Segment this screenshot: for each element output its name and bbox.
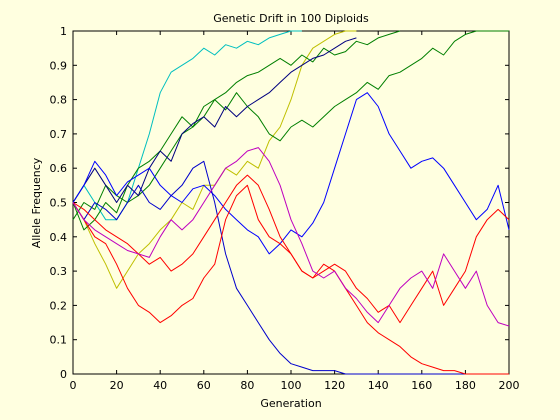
x-tick-label: 100 xyxy=(281,379,302,392)
x-axis-ticks: 0 20 40 60 80 100 120 140 160 180 200 xyxy=(70,31,520,392)
x-tick-label: 20 xyxy=(110,379,124,392)
x-tick-label: 160 xyxy=(411,379,432,392)
y-tick-label: 0 xyxy=(60,368,67,381)
x-tick-label: 60 xyxy=(197,379,211,392)
series-line-5 xyxy=(72,37,357,203)
x-tick-label: 180 xyxy=(455,379,476,392)
series-line-9 xyxy=(72,174,510,324)
chart-title: Genetic Drift in 100 Diploids xyxy=(213,12,369,25)
y-tick-label: 1 xyxy=(60,25,67,38)
y-tick-label: 0.5 xyxy=(50,197,68,210)
series-line-1 xyxy=(72,30,302,221)
y-tick-label: 0.4 xyxy=(50,231,68,244)
y-tick-label: 0.8 xyxy=(50,94,68,107)
y-axis-label: Allele Frequency xyxy=(30,157,43,248)
y-tick-label: 0.7 xyxy=(50,128,68,141)
series-line-6 xyxy=(72,92,510,255)
y-tick-label: 0.3 xyxy=(50,265,68,278)
y-tick-label: 0.6 xyxy=(50,162,68,175)
series-line-10 xyxy=(72,147,510,327)
plot-area xyxy=(72,30,510,375)
x-tick-label: 140 xyxy=(368,379,389,392)
x-axis-label: Generation xyxy=(260,397,321,410)
x-tick-label: 120 xyxy=(324,379,345,392)
x-tick-label: 200 xyxy=(499,379,520,392)
series-line-3 xyxy=(72,30,509,231)
x-tick-label: 80 xyxy=(240,379,254,392)
x-tick-label: 0 xyxy=(70,379,77,392)
y-tick-label: 0.9 xyxy=(50,59,68,72)
series-line-7 xyxy=(72,160,509,375)
series-layer xyxy=(72,30,510,375)
y-axis-ticks: 0 0.1 0.2 0.3 0.4 0.5 0.6 0.7 0.8 0.9 1 xyxy=(50,25,509,381)
y-tick-label: 0.1 xyxy=(50,334,68,347)
y-tick-label: 0.2 xyxy=(50,299,68,312)
x-tick-label: 40 xyxy=(153,379,167,392)
